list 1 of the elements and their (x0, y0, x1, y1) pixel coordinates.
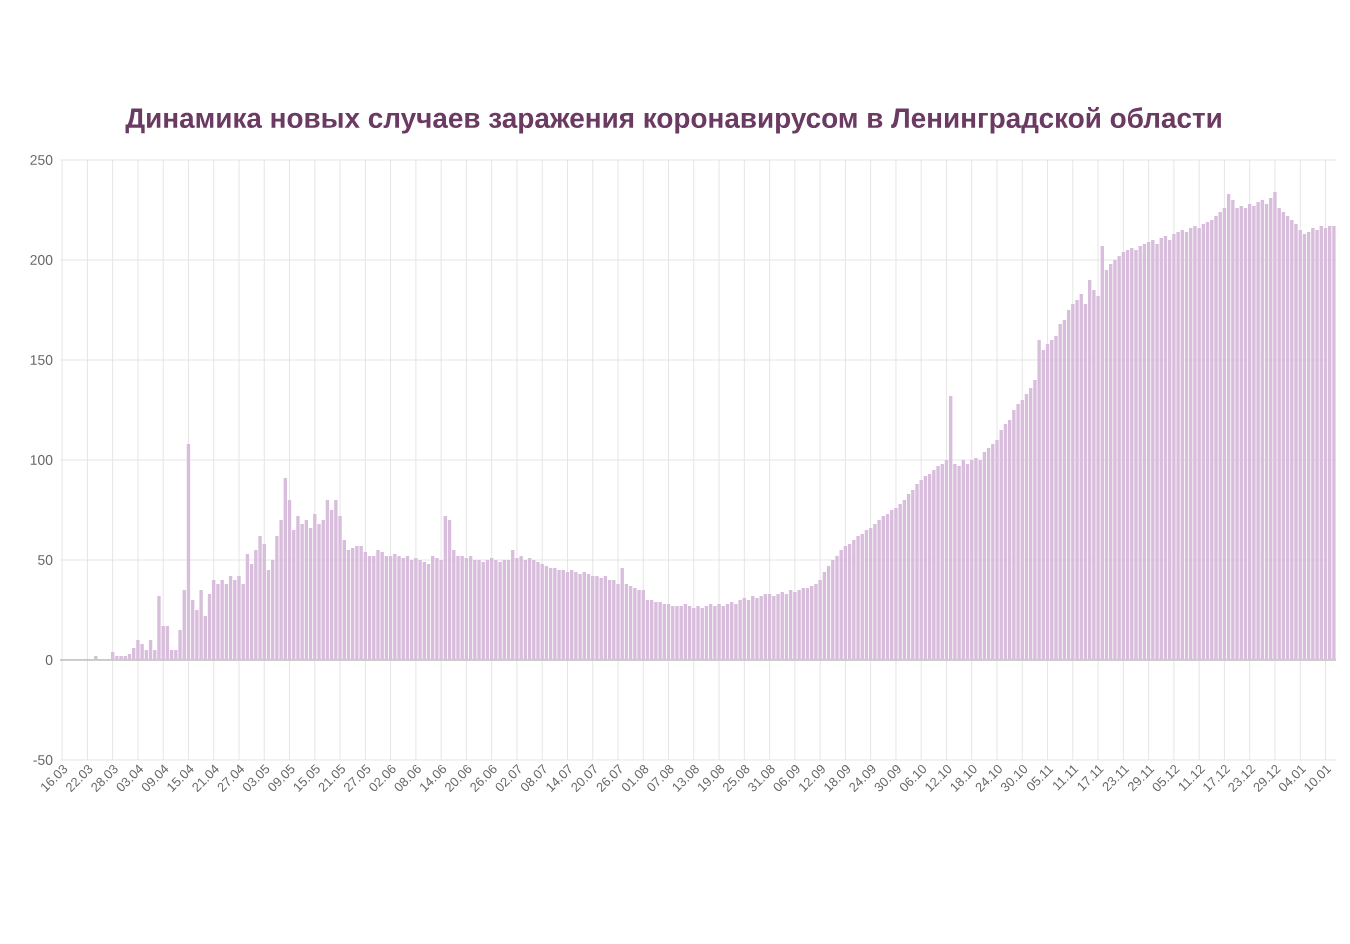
chart-title: Динамика новых случаев заражения коронавирусом в Ленинградской области (125, 106, 1221, 134)
